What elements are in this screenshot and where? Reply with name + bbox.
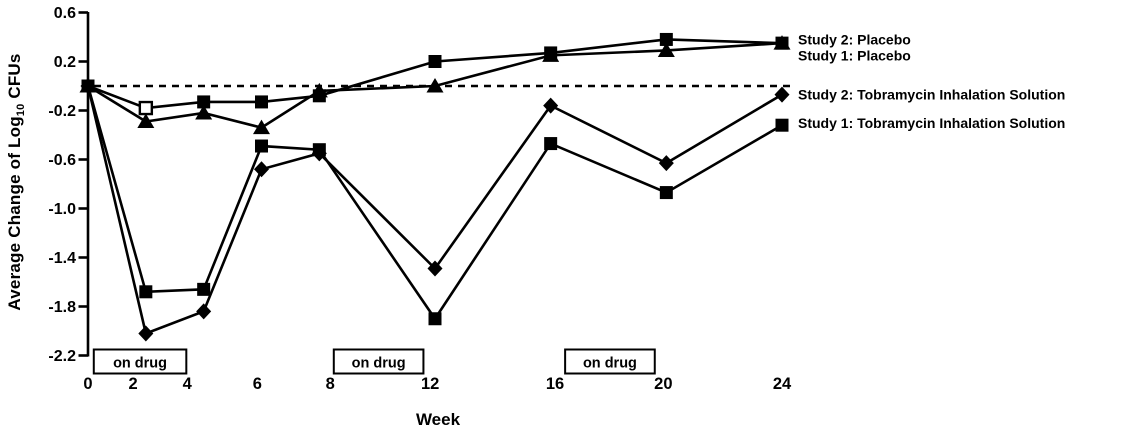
series-line-3 xyxy=(86,85,783,336)
y-tick-label: -2.2 xyxy=(48,348,76,365)
marker-diamond xyxy=(774,86,790,103)
y-axis-title-subscript: 10 xyxy=(15,103,28,117)
x-tick-label: 20 xyxy=(654,375,672,393)
x-tick-label: 2 xyxy=(129,375,138,393)
marker-square xyxy=(428,312,442,326)
marker-square xyxy=(775,36,789,50)
marker-square xyxy=(544,46,558,60)
series-line-4 xyxy=(86,85,783,322)
legend-label: Study 2: Placebo xyxy=(798,31,911,47)
y-tick-label: 0.6 xyxy=(54,5,76,22)
x-tick-label: 12 xyxy=(421,375,439,393)
on-drug-label: on drug xyxy=(583,356,637,372)
x-tick-label: 4 xyxy=(183,375,193,393)
on-drug-label: on drug xyxy=(352,356,406,372)
marker-diamond xyxy=(254,161,269,178)
marker-square xyxy=(659,32,673,46)
y-tick-label: -0.2 xyxy=(48,103,76,120)
on-drug-box xyxy=(92,348,188,375)
y-tick-label: 0.2 xyxy=(54,54,76,71)
on-drug-box xyxy=(332,348,425,375)
marker-square xyxy=(659,186,673,200)
y-axis-title-units: CFUs xyxy=(4,53,24,104)
marker-triangle xyxy=(657,42,675,57)
marker-square xyxy=(544,137,558,151)
marker-square xyxy=(428,55,442,68)
x-tick-label: 8 xyxy=(326,375,335,393)
legend-label: Study 2: Tobramycin Inhalation Solution xyxy=(798,87,1065,103)
marker-diamond xyxy=(427,260,443,277)
x-tick-label: 6 xyxy=(253,375,262,393)
marker-triangle xyxy=(426,78,444,93)
marker-diamond xyxy=(543,97,559,114)
y-axis-title: Average Change of Log10 CFUs xyxy=(5,53,27,310)
marker-square-open xyxy=(138,100,154,116)
marker-square xyxy=(255,95,268,109)
marker-square xyxy=(197,282,211,296)
marker-diamond xyxy=(138,325,154,342)
y-tick-label: -0.6 xyxy=(48,152,76,169)
marker-square xyxy=(255,139,268,153)
marker-diamond xyxy=(196,303,212,320)
y-axis-title-text: Average Change of Log xyxy=(4,116,24,311)
marker-triangle xyxy=(253,119,270,135)
x-axis-title: Week xyxy=(415,410,461,429)
marker-square xyxy=(197,95,211,109)
x-tick-label: 0 xyxy=(83,375,92,393)
marker-triangle xyxy=(195,104,213,120)
y-tick-label: -1.4 xyxy=(48,250,76,267)
marker-square xyxy=(81,79,95,93)
marker-square xyxy=(139,285,153,299)
y-tick-label: -1.8 xyxy=(48,299,76,316)
on-drug-label: on drug xyxy=(113,356,167,372)
marker-diamond xyxy=(658,155,674,172)
x-tick-label: 16 xyxy=(546,375,564,393)
marker-square xyxy=(312,89,326,103)
y-tick-label: -1.0 xyxy=(48,201,76,218)
x-tick-label: 24 xyxy=(773,375,792,393)
marker-square xyxy=(312,143,326,157)
marker-square xyxy=(775,118,789,132)
legend-label: Study 1: Tobramycin Inhalation Solution xyxy=(798,115,1065,131)
on-drug-box xyxy=(564,348,656,375)
legend-label: Study 1: Placebo xyxy=(798,47,911,63)
marker-triangle xyxy=(137,113,155,129)
